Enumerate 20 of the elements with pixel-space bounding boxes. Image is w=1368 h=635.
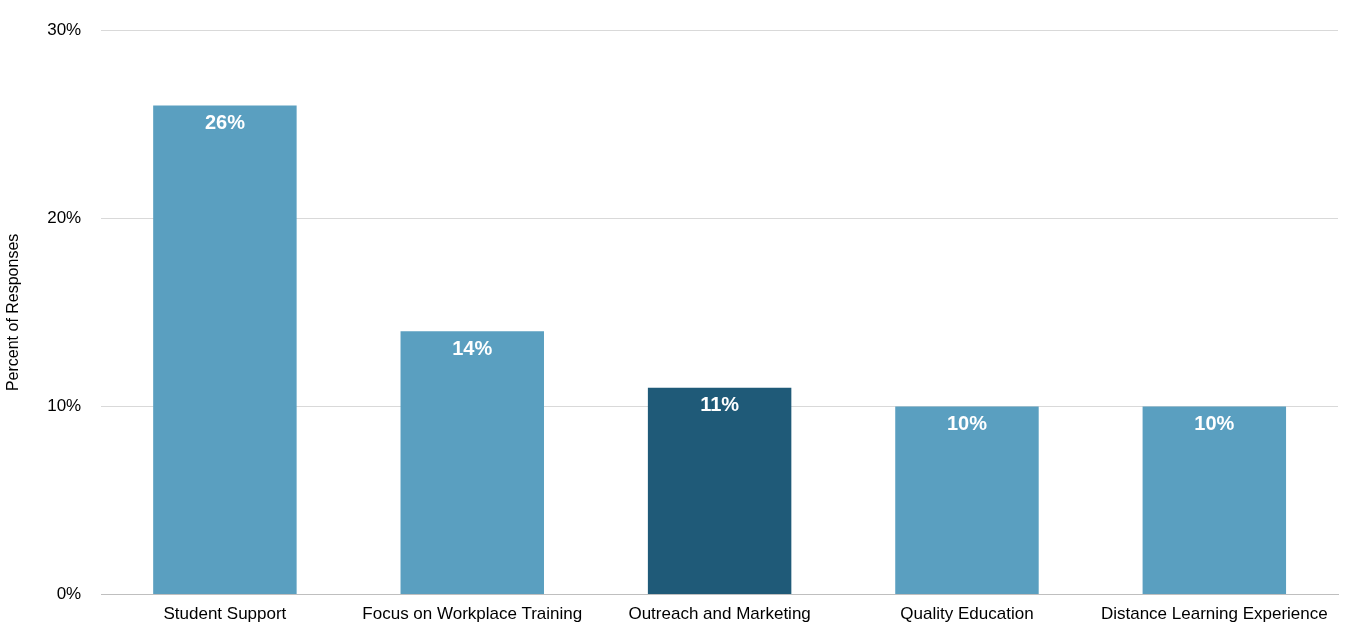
- data-label: 10%: [1194, 411, 1235, 434]
- x-tick-label: Student Support: [163, 604, 287, 624]
- y-tick-label: 30%: [47, 19, 82, 39]
- data-label: 26%: [204, 110, 246, 133]
- y-tick-label: 10%: [47, 396, 82, 416]
- data-label: 14%: [452, 336, 493, 359]
- x-tick-label: Focus on Workplace Training: [362, 604, 583, 624]
- x-tick-label: Distance Learning Experience: [1100, 604, 1328, 624]
- y-tick-label: 0%: [56, 584, 82, 604]
- data-label: 10%: [946, 411, 988, 434]
- bar: [647, 387, 792, 595]
- bar: [400, 331, 544, 595]
- bar: [153, 105, 297, 595]
- y-tick-label: 20%: [47, 208, 82, 228]
- bar: [895, 406, 1039, 595]
- x-tick-label: Outreach and Marketing: [628, 604, 811, 624]
- x-tick-label: Quality Education: [900, 604, 1034, 624]
- bar: [1142, 406, 1287, 595]
- data-label: 11%: [700, 393, 740, 416]
- y-axis-title: Percent of Responses: [4, 233, 22, 392]
